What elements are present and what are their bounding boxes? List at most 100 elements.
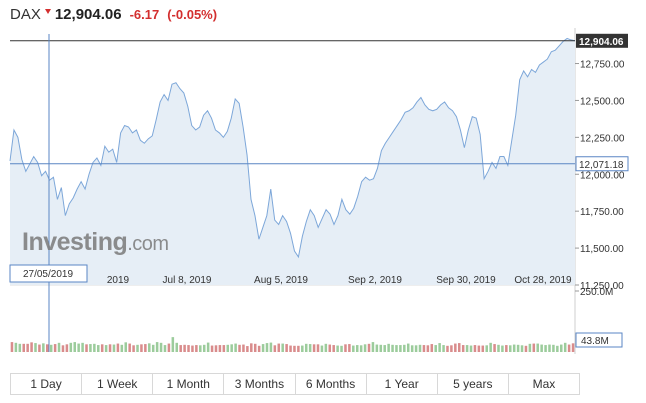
price-change-percent: (-0.05%) (167, 6, 218, 22)
tab-max[interactable]: Max (532, 377, 556, 391)
volume-bar (85, 344, 88, 352)
volume-bar (344, 344, 347, 352)
tab-1-day[interactable]: 1 Day (11, 374, 83, 394)
volume-bar (187, 345, 190, 352)
price-area (9, 37, 576, 286)
volume-bar (336, 345, 339, 352)
axis-labels: 11,250.00 11,500.00 11,750.00 12,000.00 12,2… (107, 60, 625, 298)
volume-bar (477, 345, 481, 352)
volume-bar (352, 345, 355, 352)
price-area-fill (10, 38, 575, 286)
volume-bar (253, 343, 257, 352)
investing-logo: Investing.com (22, 228, 169, 257)
volume-bar (383, 345, 386, 352)
volume-bar (230, 344, 233, 352)
tab-5-years[interactable]: 5 years (438, 374, 509, 394)
volume-bar (367, 343, 371, 352)
tab-1-year[interactable]: 1 Year (367, 374, 438, 394)
volume-bar (485, 345, 488, 352)
volume-bar (375, 344, 379, 352)
volume-value-box (575, 332, 623, 348)
tab-3-months[interactable]: 3 Months (224, 374, 296, 394)
volume-bar (175, 342, 179, 352)
volume-bar (304, 343, 308, 352)
volume-bar (324, 343, 328, 352)
symbol-name: DAX (10, 5, 41, 23)
volume-bar (151, 344, 155, 352)
volume-bar (316, 344, 320, 352)
volume-bar (273, 345, 277, 352)
volume-bar (116, 343, 120, 352)
volume-bar (406, 343, 410, 352)
volume-bar (493, 344, 496, 352)
volume-bar (556, 345, 559, 352)
price-chart[interactable]: 11,250.00 11,500.00 11,750.00 12,000.00 12,2… (0, 0, 646, 370)
volume-bar (42, 343, 45, 352)
tab-6-months[interactable]: 6 Months (296, 374, 367, 394)
logo-suffix: .com (127, 233, 169, 255)
price-tick-label: 11,750.00 (580, 207, 624, 218)
volume-bar (250, 343, 253, 352)
volume-bar (38, 344, 41, 352)
price-change: -6.17 (129, 6, 160, 22)
volume-bar (395, 345, 398, 352)
volume-bar (73, 342, 76, 352)
volume-bar (297, 345, 300, 352)
volume-bar (281, 343, 284, 352)
crosshair-date-box (9, 264, 88, 283)
volume-bar (544, 345, 547, 352)
last-price-tag (576, 33, 628, 48)
volume-bar (100, 344, 104, 352)
volume-bar (379, 344, 383, 352)
volume-bar (46, 344, 49, 352)
volume-bar (560, 344, 563, 352)
volume-bar (461, 345, 465, 352)
volume-bar (536, 343, 539, 352)
price-tick-label: 11,250.00 (580, 281, 624, 292)
volume-bar (457, 343, 461, 352)
volume-bar (206, 342, 210, 352)
volume-bar (179, 345, 182, 352)
volume-bar (308, 344, 312, 352)
volume-bars (10, 337, 575, 352)
crosshair-value-box (575, 156, 629, 172)
crosshair-date-label: 27/05/2019 (23, 269, 73, 280)
volume-bar (93, 343, 96, 352)
volume-bar (430, 344, 434, 352)
volume-bar (497, 344, 500, 352)
logo-brand: Investing (22, 228, 128, 256)
volume-bar (191, 345, 194, 352)
volume-bar (132, 345, 135, 352)
volume-bar (18, 343, 22, 352)
volume-bar (97, 345, 100, 352)
volume-bar (293, 345, 296, 352)
volume-bar (242, 344, 245, 352)
volume-bar (505, 345, 508, 352)
volume-bar (454, 343, 457, 352)
volume-bar (489, 342, 492, 352)
x-tick-label: Aug 5, 2019 (254, 275, 308, 286)
price-series-line (9, 37, 576, 259)
volume-bar (434, 345, 437, 352)
tab-1-month[interactable]: 1 Month (153, 374, 225, 394)
volume-bar (465, 345, 469, 352)
volume-bar (246, 346, 249, 352)
volume-bar (363, 344, 367, 352)
volume-bar (34, 343, 37, 352)
tab-1-week[interactable]: 1 Week (82, 374, 154, 394)
volume-bar (202, 344, 206, 352)
volume-bar (222, 345, 226, 352)
volume-bar (61, 345, 65, 352)
volume-bar (438, 343, 441, 352)
volume-bar (104, 345, 108, 352)
volume-bar (199, 345, 202, 352)
volume-bar (214, 345, 218, 352)
volume-bar (65, 344, 69, 352)
volume-bar (195, 345, 198, 352)
crosshair-value-label: 12,071.18 (579, 160, 624, 171)
volume-bar (524, 345, 528, 352)
volume-bar (159, 342, 163, 352)
volume-bar (516, 344, 520, 352)
volume-bar (563, 342, 567, 352)
volume-bar (108, 344, 112, 352)
